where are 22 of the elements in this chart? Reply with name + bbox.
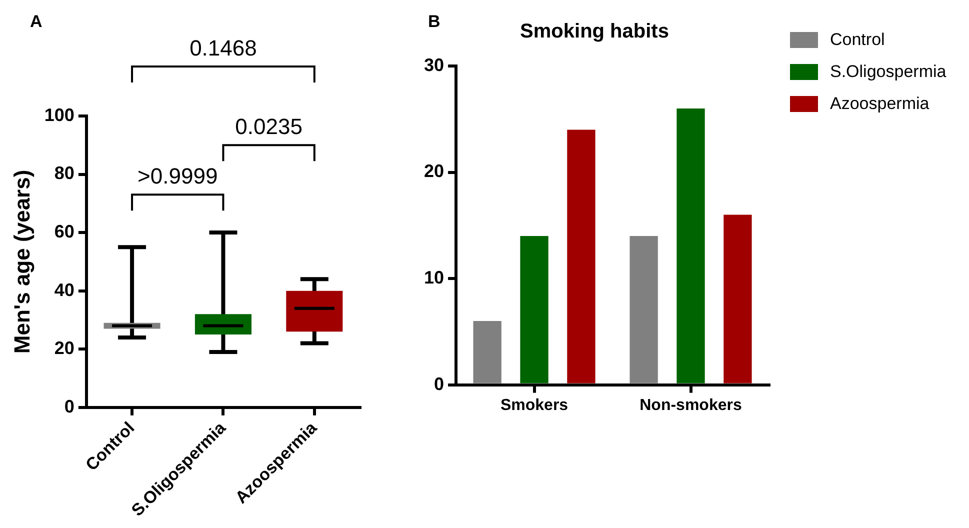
y-tick-label: 100 — [44, 104, 74, 125]
y-tick-label: 20 — [54, 338, 74, 358]
x-tick-label: Non-smokers — [640, 396, 742, 414]
annotation: >0.9999 — [138, 164, 218, 189]
y-tick-label: 10 — [424, 268, 444, 288]
y-axis-title: Men's age (years) — [9, 170, 34, 354]
text: B — [428, 12, 440, 32]
y-tick-label: 30 — [424, 54, 444, 75]
y-tick-label: 40 — [54, 280, 74, 300]
y-tick-label: 0 — [434, 374, 444, 394]
annotation: 0.0235 — [235, 114, 302, 140]
y-tick-label: 0 — [64, 396, 74, 416]
legend-label: Control — [830, 30, 885, 50]
text: 0.1468 — [190, 36, 257, 61]
legend-label: S.Oligospermia — [830, 62, 946, 82]
y-tick-label: 80 — [54, 163, 74, 184]
y-tick-label: 20 — [424, 161, 444, 182]
text: A — [30, 12, 42, 32]
y-tick-label: 60 — [54, 222, 74, 242]
legend-label: Azoospermia — [830, 94, 930, 114]
chart-title: Smoking habits — [520, 20, 669, 43]
x-tick-label: Smokers — [500, 396, 568, 414]
